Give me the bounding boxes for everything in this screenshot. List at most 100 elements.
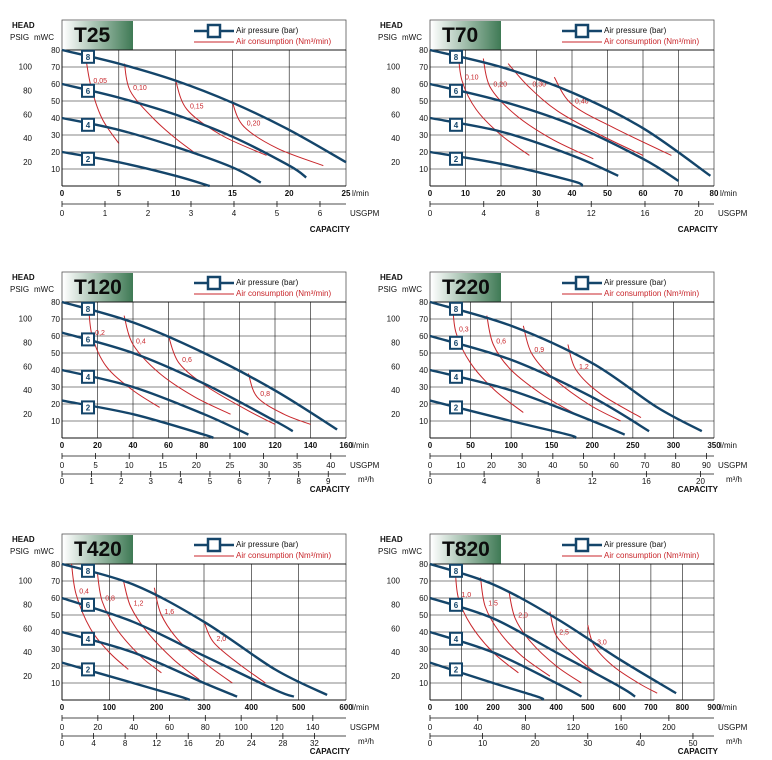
lmin-tick-label: 200: [586, 441, 600, 450]
lmin-tick-label: 500: [581, 703, 595, 712]
usgpm-tick-label: 40: [473, 723, 482, 732]
legend-pressure-marker: [206, 23, 222, 39]
pressure-marker-box: [449, 117, 463, 132]
usgpm-tick-label: 70: [641, 461, 650, 470]
m3h-tick-label: 7: [267, 477, 272, 486]
consumption-curve: [247, 373, 311, 425]
usgpm-tick-label: 4: [232, 209, 237, 218]
lmin-unit-label: l/min: [352, 189, 369, 198]
m3h-tick-label: 8: [536, 477, 541, 486]
pressure-curve-label: 4: [86, 121, 91, 130]
usgpm-tick-label: 20: [694, 209, 703, 218]
mwc-tick-label: 100: [387, 62, 401, 71]
consumption-curve-label: 2,0: [518, 612, 528, 619]
psig-tick-label: 40: [419, 114, 428, 123]
lmin-tick-label: 120: [268, 441, 282, 450]
lmin-tick-label: 100: [455, 703, 469, 712]
pressure-curve: [429, 48, 712, 177]
lmin-tick-label: 80: [200, 441, 209, 450]
mwc-tick-label: 40: [23, 648, 32, 657]
psig-tick-label: 40: [419, 628, 428, 637]
pressure-curve-label: 2: [86, 403, 91, 412]
usgpm-tick-label: 0: [60, 723, 65, 732]
lmin-tick-label: 350: [707, 441, 721, 450]
psig-tick-label: 20: [51, 400, 60, 409]
chart-svg: T25 Air pressure (bar) Air consumption (Nm…: [10, 19, 380, 234]
lmin-tick-label: 700: [644, 703, 658, 712]
consumption-curve-label: 0,6: [496, 339, 506, 346]
lmin-tick-label: 10: [461, 189, 470, 198]
consumption-curve-label: 0,4: [136, 339, 146, 346]
pressure-curve-label: 2: [86, 665, 91, 674]
consumption-curve-label: 0,6: [182, 357, 192, 364]
m3h-tick-label: 3: [149, 477, 154, 486]
lmin-tick-label: 20: [497, 189, 506, 198]
psig-tick-label: 70: [51, 63, 60, 72]
mwc-tick-label: 40: [23, 134, 32, 143]
m3h-unit-label: m³/h: [358, 737, 374, 746]
consumption-curve: [153, 587, 233, 684]
m3h-tick-label: 8: [296, 477, 301, 486]
consumption-curve: [567, 344, 642, 419]
chart-svg: T820 Air pressure (bar) Air consumption (N…: [378, 533, 748, 756]
pressure-curve-label: 2: [454, 403, 459, 412]
mwc-tick-label: 80: [23, 86, 32, 95]
pressure-curve-label: 2: [454, 665, 459, 674]
m3h-tick-label: 32: [310, 739, 319, 748]
usgpm-tick-label: 50: [579, 461, 588, 470]
consumption-curve-label: 0,9: [534, 347, 544, 354]
mwc-tick-label: 80: [391, 338, 400, 347]
lmin-unit-label: l/min: [352, 441, 369, 450]
lmin-tick-label: 150: [545, 441, 559, 450]
psig-tick-label: 40: [51, 366, 60, 375]
consumption-curve: [482, 58, 594, 160]
legend-pressure-marker: [206, 275, 222, 291]
usgpm-unit-label: USGPM: [718, 723, 748, 732]
usgpm-tick-label: 30: [518, 461, 527, 470]
consumption-curve: [97, 574, 162, 674]
legend-consumption-label: Air consumption (Nm³/min): [604, 551, 699, 560]
legend-pressure-label: Air pressure (bar): [604, 26, 667, 35]
chart-title: T220: [442, 276, 490, 299]
psig-label: PSIG: [378, 33, 397, 42]
usgpm-tick-label: 80: [521, 723, 530, 732]
mwc-tick-label: 80: [23, 600, 32, 609]
pressure-marker-box: [81, 369, 95, 384]
consumption-curve-label: 0,2: [95, 330, 105, 337]
m3h-tick-label: 2: [119, 477, 124, 486]
mwc-tick-label: 60: [391, 624, 400, 633]
lmin-tick-label: 100: [233, 441, 247, 450]
usgpm-tick-label: 120: [567, 723, 581, 732]
usgpm-tick-label: 120: [270, 723, 284, 732]
pressure-curve-label: 8: [454, 53, 459, 62]
lmin-tick-label: 100: [504, 441, 518, 450]
m3h-tick-label: 8: [123, 739, 128, 748]
consumption-curve: [508, 591, 582, 684]
capacity-label: CAPACITY: [310, 485, 351, 494]
usgpm-tick-label: 2: [146, 209, 151, 218]
pressure-curve: [61, 562, 328, 696]
pressure-marker-box: [449, 662, 463, 677]
psig-tick-label: 20: [51, 662, 60, 671]
usgpm-tick-label: 80: [201, 723, 210, 732]
lmin-tick-label: 60: [639, 189, 648, 198]
consumption-curve-label: 0,20: [247, 121, 261, 128]
usgpm-unit-label: USGPM: [718, 209, 748, 218]
pressure-marker-box: [449, 400, 463, 415]
psig-tick-label: 30: [51, 383, 60, 392]
m3h-tick-label: 20: [531, 739, 540, 748]
legend-pressure-label: Air pressure (bar): [236, 278, 299, 287]
legend-consumption-label: Air consumption (Nm³/min): [236, 37, 331, 46]
pressure-marker-box: [449, 631, 463, 646]
mwc-tick-label: 60: [23, 362, 32, 371]
pressure-curve: [429, 82, 680, 182]
pressure-marker-box: [81, 117, 95, 132]
lmin-tick-label: 400: [245, 703, 259, 712]
mwc-tick-label: 40: [23, 386, 32, 395]
mwc-tick-label: 100: [19, 314, 33, 323]
chart-title: T70: [442, 24, 478, 47]
consumption-curve-label: 0,4: [79, 589, 89, 596]
consumption-curve: [457, 53, 530, 156]
chart-title: T420: [74, 538, 122, 561]
chart-title: T820: [442, 538, 490, 561]
